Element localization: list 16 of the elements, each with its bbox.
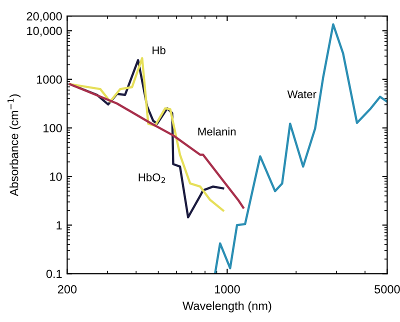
y-tick-label: 1 [56,221,62,230]
y-axis-title: Absorbance (cm$^{−1}$) [8,94,21,196]
series-label: Hb [152,46,166,54]
y-tick-label: 0.1 [46,270,62,278]
y-tick-label: 10,000 [27,26,62,37]
x-tick-label: 5000 [374,285,400,294]
series-label: Water [287,90,316,98]
y-tick-label: 20,000 [26,12,62,22]
y-tick-label: 1000 [36,75,62,84]
x-tick-label: 1000 [214,285,240,294]
y-tick-label: 100 [44,124,62,132]
series-label: Melanin [198,127,236,136]
y-tick-label: 10 [50,172,62,181]
series-label: HbO$_{2}$ [138,173,166,184]
x-tick-label: 200 [58,285,77,294]
x-axis-title: Wavelength (nm) [182,301,272,312]
